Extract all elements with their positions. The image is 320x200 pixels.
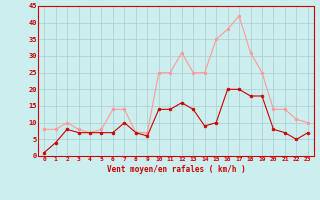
X-axis label: Vent moyen/en rafales ( km/h ): Vent moyen/en rafales ( km/h )	[107, 165, 245, 174]
